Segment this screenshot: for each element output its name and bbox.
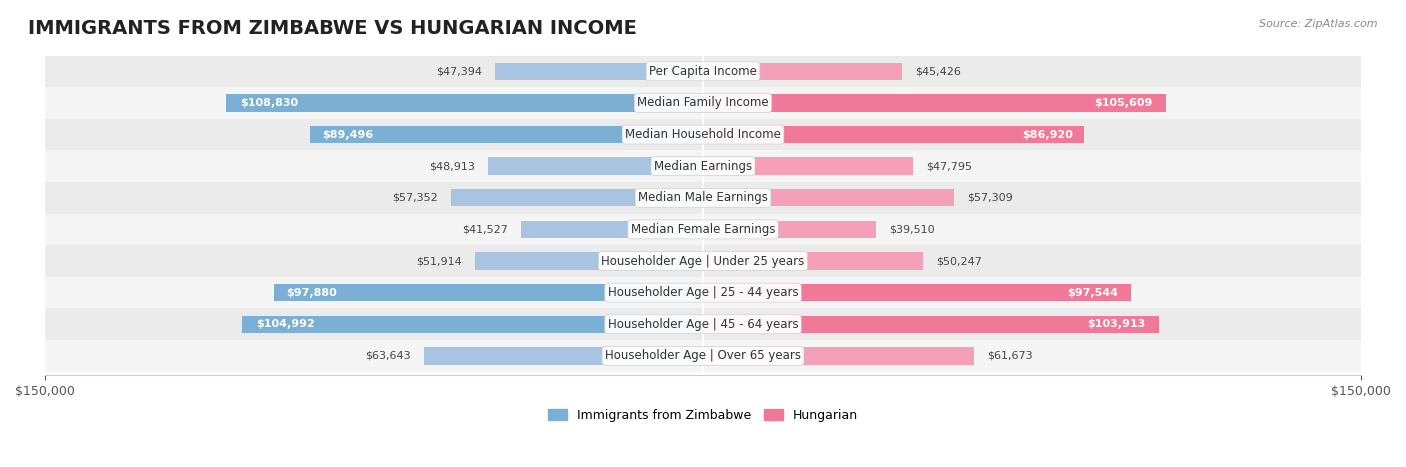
Text: Source: ZipAtlas.com: Source: ZipAtlas.com	[1260, 19, 1378, 28]
Text: $108,830: $108,830	[240, 98, 298, 108]
Text: $57,352: $57,352	[392, 193, 439, 203]
Text: $57,309: $57,309	[967, 193, 1014, 203]
Bar	[45, 119, 1361, 150]
Bar	[45, 277, 1361, 308]
Bar	[451, 189, 703, 206]
Text: Median Family Income: Median Family Income	[637, 97, 769, 109]
Text: Householder Age | 45 - 64 years: Householder Age | 45 - 64 years	[607, 318, 799, 331]
Text: Median Female Earnings: Median Female Earnings	[631, 223, 775, 236]
Bar	[495, 63, 703, 80]
Text: $89,496: $89,496	[322, 129, 374, 140]
Bar	[703, 157, 912, 175]
Bar	[703, 94, 1167, 112]
Bar	[703, 252, 924, 270]
Bar	[703, 347, 973, 365]
Bar	[488, 157, 703, 175]
Text: Median Household Income: Median Household Income	[626, 128, 780, 141]
Bar	[45, 340, 1361, 372]
Text: $47,795: $47,795	[925, 161, 972, 171]
Text: $47,394: $47,394	[436, 66, 482, 76]
Bar	[703, 284, 1130, 301]
Bar	[274, 284, 703, 301]
Bar	[311, 126, 703, 143]
Legend: Immigrants from Zimbabwe, Hungarian: Immigrants from Zimbabwe, Hungarian	[543, 403, 863, 427]
Bar	[703, 126, 1084, 143]
Text: Median Earnings: Median Earnings	[654, 160, 752, 173]
Text: $45,426: $45,426	[915, 66, 962, 76]
Bar	[45, 182, 1361, 213]
Bar	[520, 221, 703, 238]
Bar	[45, 150, 1361, 182]
Text: Median Male Earnings: Median Male Earnings	[638, 191, 768, 204]
Text: $48,913: $48,913	[429, 161, 475, 171]
Bar	[45, 87, 1361, 119]
Text: $97,544: $97,544	[1067, 288, 1118, 297]
Text: $41,527: $41,527	[461, 225, 508, 234]
Text: IMMIGRANTS FROM ZIMBABWE VS HUNGARIAN INCOME: IMMIGRANTS FROM ZIMBABWE VS HUNGARIAN IN…	[28, 19, 637, 38]
Text: $39,510: $39,510	[890, 225, 935, 234]
Text: $103,913: $103,913	[1087, 319, 1146, 329]
Text: $61,673: $61,673	[987, 351, 1032, 361]
Bar	[703, 221, 876, 238]
Bar	[423, 347, 703, 365]
Text: $51,914: $51,914	[416, 256, 463, 266]
Text: $104,992: $104,992	[256, 319, 315, 329]
Bar	[45, 56, 1361, 87]
Text: Householder Age | Over 65 years: Householder Age | Over 65 years	[605, 349, 801, 362]
Text: $63,643: $63,643	[366, 351, 411, 361]
Bar	[45, 308, 1361, 340]
Bar	[45, 213, 1361, 245]
Bar	[475, 252, 703, 270]
Bar	[225, 94, 703, 112]
Text: $97,880: $97,880	[287, 288, 337, 297]
Bar	[703, 189, 955, 206]
Text: Householder Age | Under 25 years: Householder Age | Under 25 years	[602, 255, 804, 268]
Bar	[45, 245, 1361, 277]
Bar	[242, 316, 703, 333]
Text: Householder Age | 25 - 44 years: Householder Age | 25 - 44 years	[607, 286, 799, 299]
Text: $105,609: $105,609	[1094, 98, 1153, 108]
Text: Per Capita Income: Per Capita Income	[650, 65, 756, 78]
Text: $86,920: $86,920	[1022, 129, 1073, 140]
Bar	[703, 63, 903, 80]
Bar	[703, 316, 1159, 333]
Text: $50,247: $50,247	[936, 256, 983, 266]
